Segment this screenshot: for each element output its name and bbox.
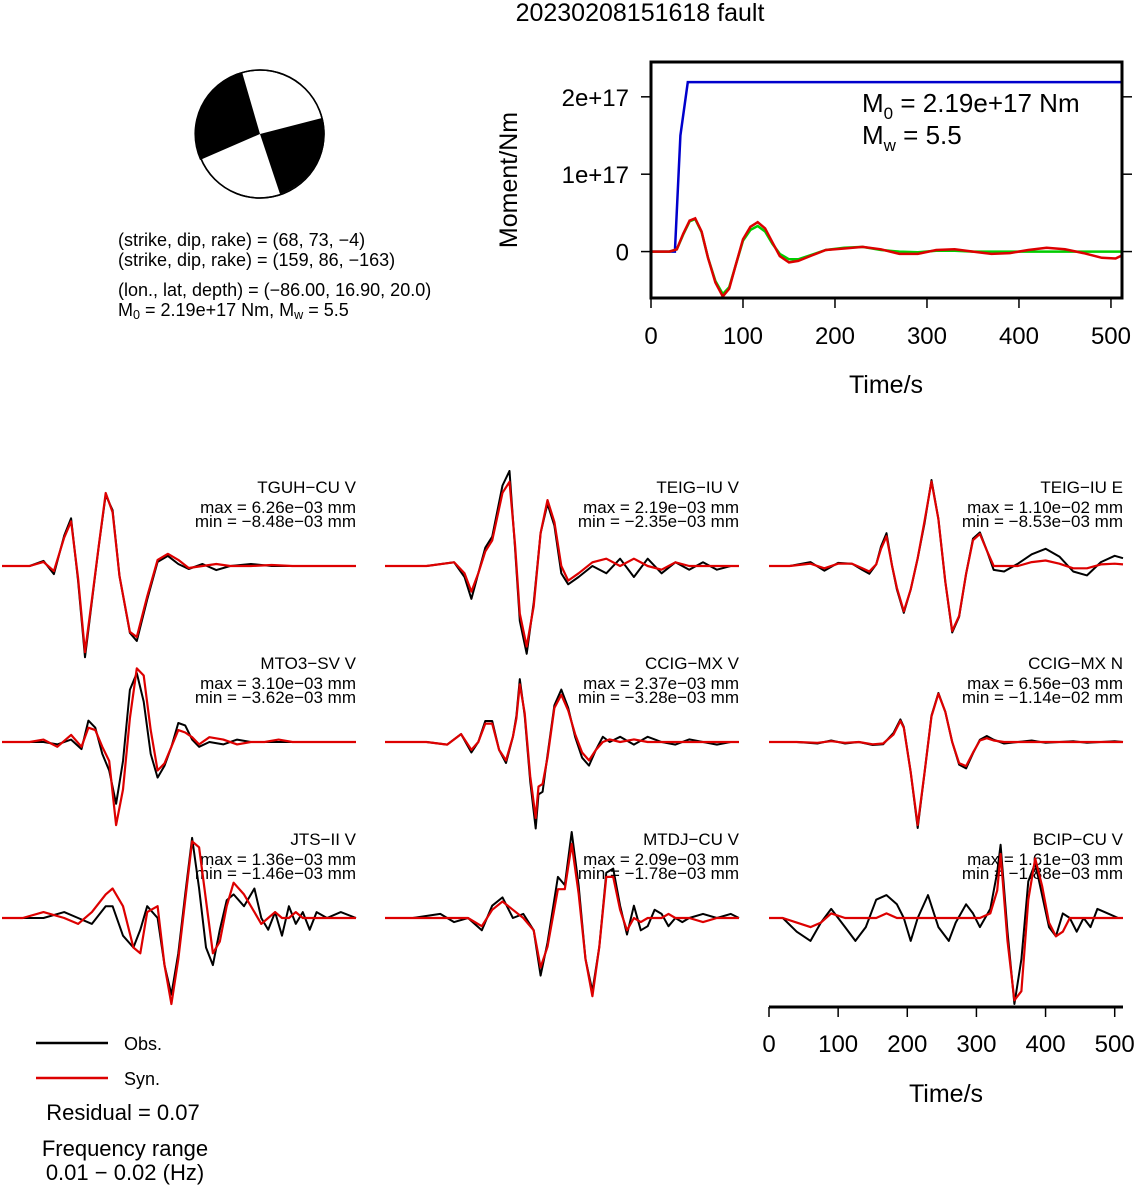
station-max: max = 2.19e−03 mm bbox=[583, 498, 739, 517]
stf-synthetic-curve bbox=[651, 216, 1123, 299]
station-name: CCIG−MX V bbox=[645, 654, 740, 673]
stf-observed-curve bbox=[651, 217, 1122, 297]
y-tick-label: 1e+17 bbox=[562, 162, 629, 189]
station-min: min = −1.46e−03 mm bbox=[195, 864, 356, 883]
station-name: CCIG−MX N bbox=[1028, 654, 1123, 673]
annotation-m0: M0 = 2.19e+17 Nm bbox=[862, 88, 1080, 123]
station-min: min = −2.35e−03 mm bbox=[578, 512, 739, 531]
observed-trace bbox=[769, 843, 1123, 1005]
station-max: max = 1.10e−02 mm bbox=[967, 498, 1123, 517]
station-min: min = −3.62e−03 mm bbox=[195, 688, 356, 707]
x-tick-label: 300 bbox=[907, 323, 947, 350]
synthetic-trace bbox=[2, 491, 356, 654]
station-min: min = −1.88e−03 mm bbox=[962, 864, 1123, 883]
x-tick-label: 0 bbox=[762, 1031, 775, 1058]
source-parameters: (strike, dip, rake) = (68, 73, −4) (stri… bbox=[118, 230, 432, 322]
legend: Obs. Syn. bbox=[36, 1034, 162, 1089]
nodal-plane-2: (strike, dip, rake) = (159, 86, −163) bbox=[118, 250, 396, 270]
y-tick-label: 0 bbox=[616, 240, 629, 267]
x-tick-label: 200 bbox=[815, 323, 855, 350]
station-max: max = 3.10e−03 mm bbox=[200, 674, 356, 693]
synthetic-trace bbox=[769, 480, 1124, 632]
frequency-range: Frequency range 0.01 − 0.02 (Hz) bbox=[0, 1137, 250, 1185]
figure-title: 20230208151618 fault bbox=[515, 0, 765, 27]
synthetic-trace bbox=[2, 667, 356, 827]
station-max: max = 1.61e−03 mm bbox=[967, 850, 1123, 869]
synthetic-trace bbox=[769, 692, 1123, 827]
moment-rate-chart: Moment/Nm Time/s 0 100 200 300 400 500 0 1e+17 2… bbox=[495, 60, 1132, 399]
station-max: max = 2.37e−03 mm bbox=[583, 674, 739, 693]
station-max: max = 6.26e−03 mm bbox=[200, 498, 356, 517]
station-min: min = −1.14e−02 mm bbox=[962, 688, 1123, 707]
station-name: JTS−II V bbox=[290, 830, 356, 849]
x-tick-label: 500 bbox=[1095, 1031, 1135, 1058]
x-tick-label: 100 bbox=[818, 1031, 858, 1058]
synthetic-trace bbox=[769, 852, 1123, 1002]
observed-trace bbox=[2, 836, 357, 996]
x-axis-label: Time/s bbox=[849, 371, 923, 399]
beachball-quadrant-2 bbox=[260, 118, 324, 194]
station-max: max = 2.09e−03 mm bbox=[583, 850, 739, 869]
plot-frame bbox=[649, 60, 1124, 300]
legend-obs: Obs. bbox=[124, 1034, 162, 1054]
x-tick-label: 100 bbox=[723, 323, 763, 350]
synthetic-trace bbox=[385, 480, 739, 648]
legend-syn: Syn. bbox=[124, 1069, 160, 1089]
station-name: TGUH−CU V bbox=[257, 478, 356, 497]
annotation-mw: Mw = 5.5 bbox=[862, 120, 962, 155]
x-tick-label: 0 bbox=[644, 323, 657, 350]
x-tick-label: 500 bbox=[1091, 323, 1131, 350]
station-min: min = −3.28e−03 mm bbox=[578, 688, 739, 707]
nodal-plane-1: (strike, dip, rake) = (68, 73, −4) bbox=[118, 230, 366, 250]
frequency-value: 0.01 − 0.02 (Hz) bbox=[45, 1160, 205, 1185]
x-tick-label: 300 bbox=[956, 1031, 996, 1058]
station-name: BCIP−CU V bbox=[1033, 830, 1124, 849]
synthetic-trace bbox=[385, 683, 739, 820]
beachball-mechanism bbox=[194, 69, 325, 199]
station-max: max = 6.56e−03 mm bbox=[967, 674, 1123, 693]
hypocenter: (lon., lat, depth) = (−86.00, 16.90, 20.… bbox=[118, 280, 432, 300]
residual-value: Residual = 0.07 bbox=[46, 1100, 200, 1125]
station-min: min = −8.48e−03 mm bbox=[195, 512, 356, 531]
synthetic-trace bbox=[385, 842, 739, 998]
station-min: min = −1.78e−03 mm bbox=[578, 864, 739, 883]
station-name: TEIG−IU E bbox=[1040, 478, 1123, 497]
y-axis-label: Moment/Nm bbox=[495, 112, 523, 248]
x-tick-label: 400 bbox=[1026, 1031, 1066, 1058]
x-axis-label: Time/s bbox=[909, 1080, 983, 1108]
x-tick-label: 200 bbox=[887, 1031, 927, 1058]
station-name: MTO3−SV V bbox=[260, 654, 356, 673]
y-tick-label: 2e+17 bbox=[562, 85, 629, 112]
station-min: min = −8.53e−03 mm bbox=[962, 512, 1123, 531]
moment-magnitude: M0 = 2.19e+17 Nm, Mw = 5.5 bbox=[118, 300, 349, 322]
synthetic-trace bbox=[2, 840, 356, 1006]
station-max: max = 1.36e−03 mm bbox=[200, 850, 356, 869]
x-tick-label: 400 bbox=[999, 323, 1039, 350]
station-name: TEIG−IU V bbox=[656, 478, 739, 497]
frequency-label: Frequency range bbox=[41, 1136, 209, 1161]
station-name: MTDJ−CU V bbox=[643, 830, 740, 849]
